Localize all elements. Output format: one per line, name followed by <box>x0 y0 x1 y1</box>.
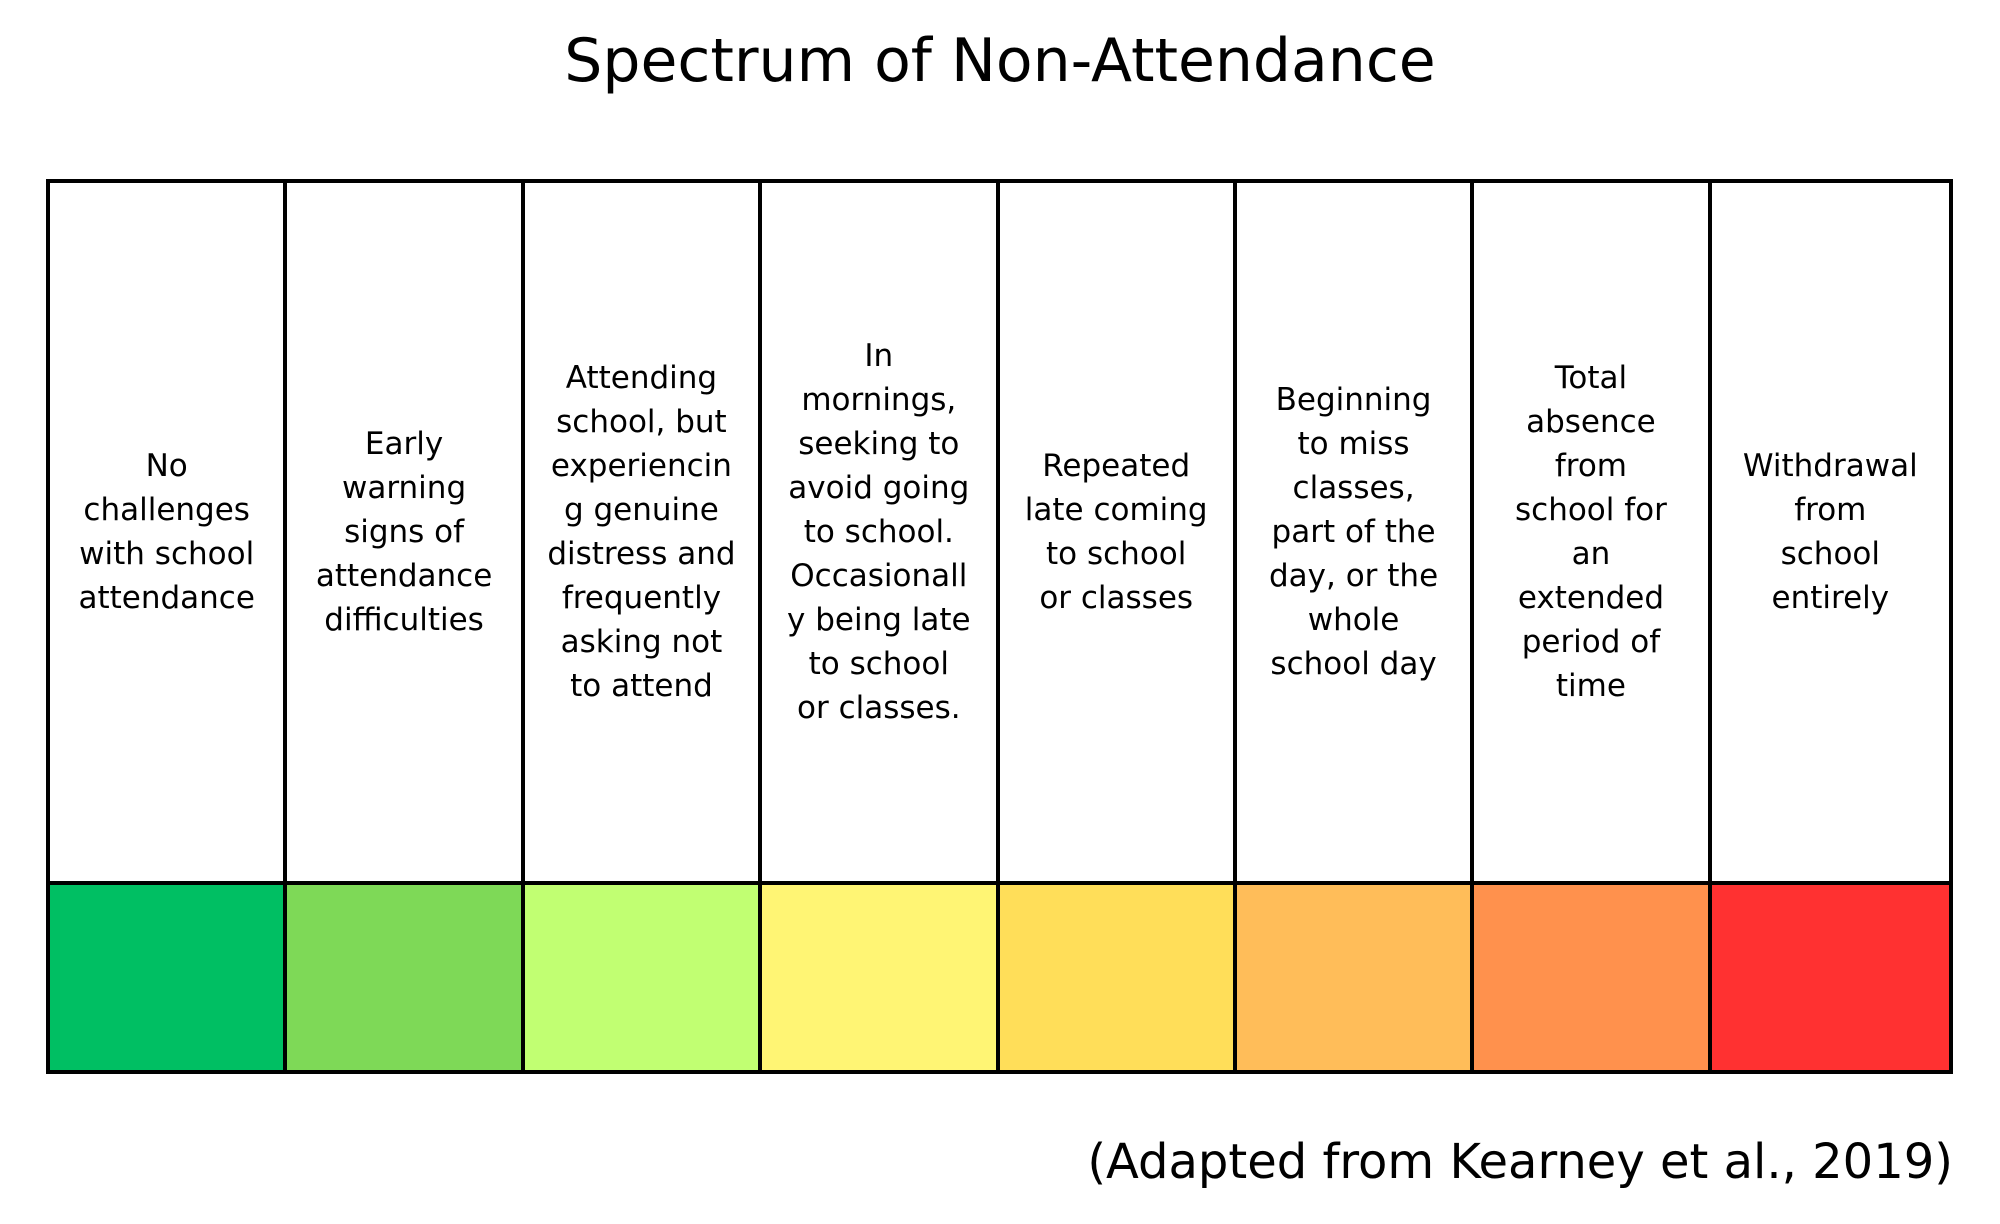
stage-description: Attending school, but experiencin g genu… <box>525 183 763 881</box>
stage-color-swatch <box>1236 881 1475 1070</box>
stage-description: Beginning to miss classes, part of the d… <box>1237 183 1475 881</box>
stage-description: Total absence from school for an extende… <box>1474 183 1712 881</box>
stage-description: Withdrawal from school entirely <box>1742 448 1918 616</box>
spectrum-table: No challenges with school attendance Earl… <box>46 179 1953 1074</box>
stage-description: In mornings, seeking to avoid going to s… <box>762 183 1000 881</box>
stage-color-swatch <box>287 881 525 1070</box>
page-title: Spectrum of Non-Attendance <box>564 26 1436 96</box>
stage-color-swatch <box>762 881 1000 1070</box>
stage-description: Early warning signs of attendance diffic… <box>287 183 525 881</box>
stage-color-swatch <box>524 881 763 1070</box>
stage-color-swatch <box>50 881 288 1070</box>
stage-color-swatch <box>1474 881 1712 1070</box>
stage-description: Repeated late coming to school or classe… <box>1000 183 1237 881</box>
stage-description: No challenges with school attendance <box>50 183 288 881</box>
citation: (Adapted from Kearney et al., 2019) <box>1087 1134 1953 1190</box>
stage-color-swatch <box>999 881 1237 1070</box>
stage-color-swatch <box>1711 881 1949 1070</box>
